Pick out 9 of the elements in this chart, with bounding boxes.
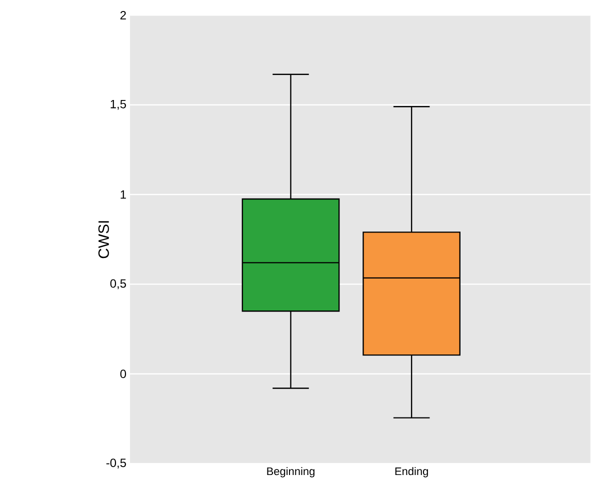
y-tick-label: 2 bbox=[120, 11, 126, 20]
y-tick-label: 1,5 bbox=[110, 100, 126, 110]
y-tick-label: 0,5 bbox=[110, 279, 126, 290]
y-tick-label: 1 bbox=[120, 190, 126, 199]
y-tick-label: 0 bbox=[120, 370, 126, 378]
y-axis-title: CWSI bbox=[98, 221, 109, 258]
y-tick-label: -0,5 bbox=[106, 458, 126, 469]
x-tick-label: Ending bbox=[395, 467, 428, 478]
x-tick-label: Beginning bbox=[267, 467, 314, 478]
